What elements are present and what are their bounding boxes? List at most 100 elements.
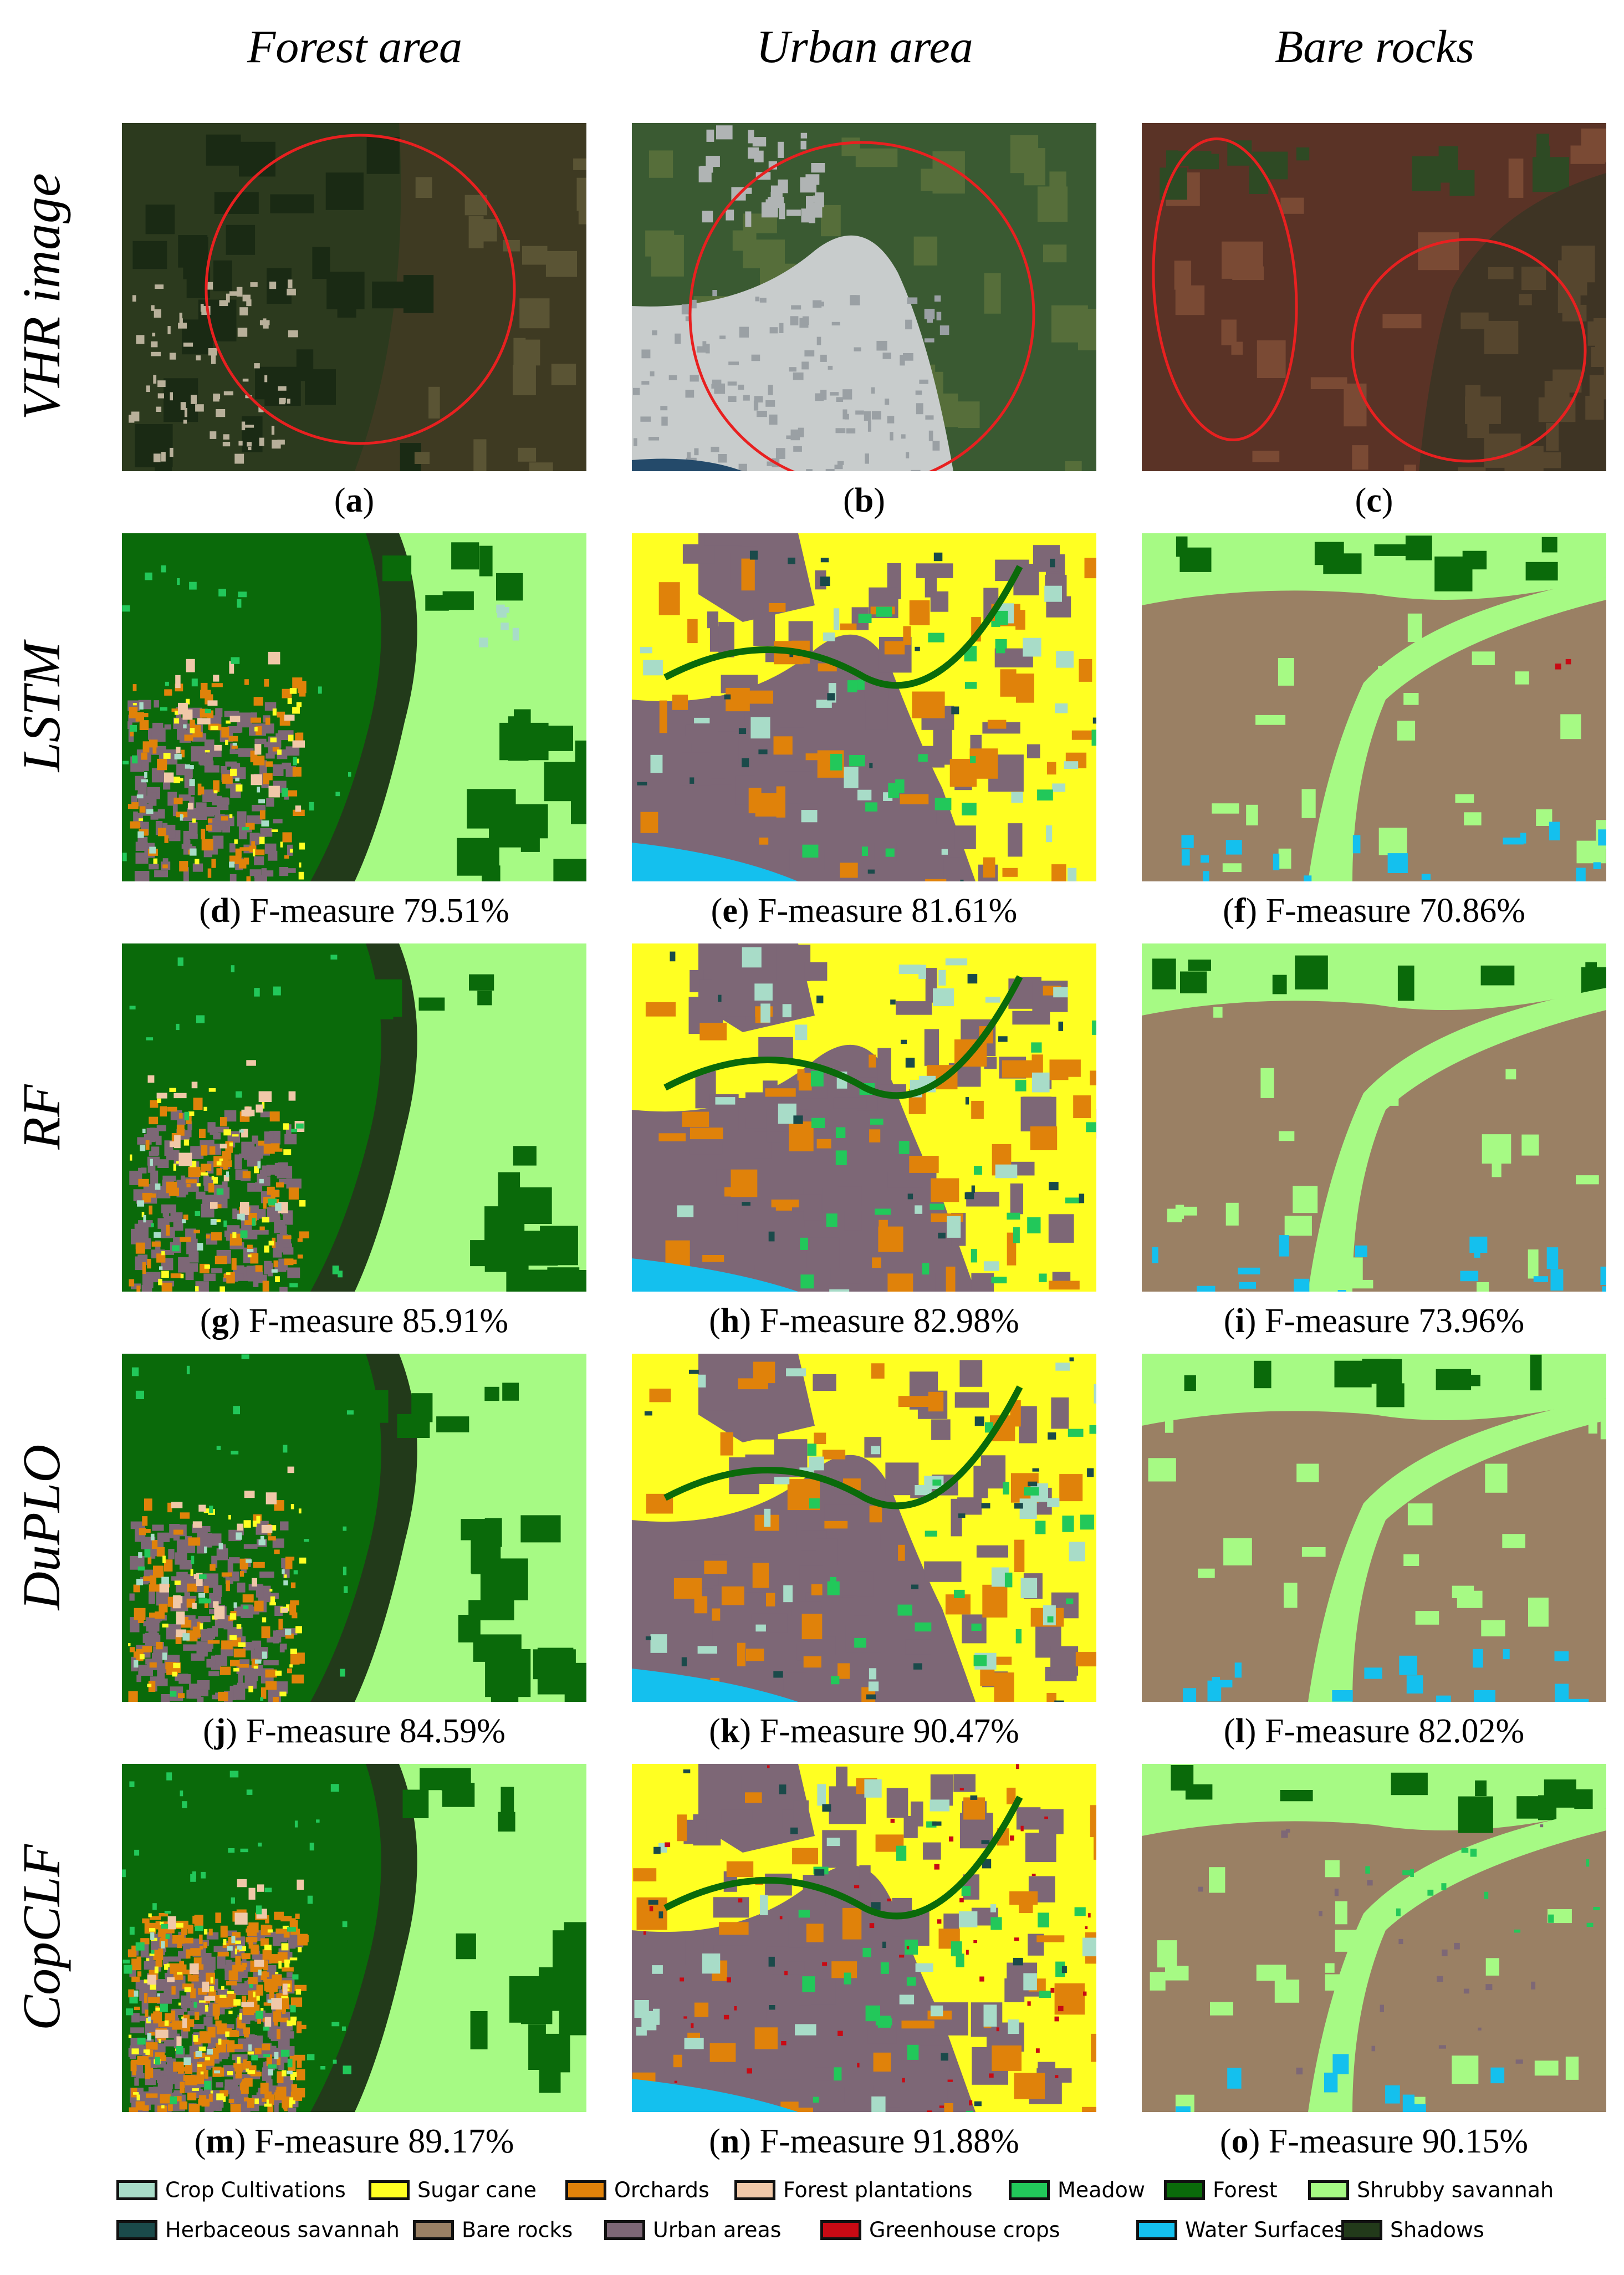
caption-letter: d	[210, 892, 230, 930]
caption-m: (m) F-measure 89.17%	[194, 2123, 514, 2160]
legend-label: Shadows	[1390, 2217, 1484, 2242]
legend-label: Water Surfaces	[1185, 2217, 1345, 2242]
legend-swatch	[1164, 2180, 1205, 2200]
classification-map-e	[632, 533, 1096, 881]
legend-swatch	[116, 2180, 157, 2200]
legend-label: Sugar cane	[417, 2177, 537, 2202]
classification-map-l	[1142, 1354, 1606, 1702]
legend-item-crop-cultivations: Crop Cultivations	[116, 2173, 346, 2204]
caption-letter: e	[722, 892, 738, 930]
legend-label: Crop Cultivations	[165, 2177, 346, 2202]
classification-map-j	[122, 1354, 586, 1702]
legend-swatch	[820, 2220, 861, 2240]
panel-n	[632, 1764, 1096, 2112]
caption-c: (c)	[1355, 482, 1393, 519]
caption-h: (h) F-measure 82.98%	[709, 1302, 1019, 1340]
legend-label: Urban areas	[653, 2217, 782, 2242]
legend-swatch	[1136, 2220, 1177, 2240]
caption-a: (a)	[334, 482, 375, 519]
legend-item-forest: Forest	[1164, 2173, 1278, 2204]
legend-item-shadows: Shadows	[1341, 2213, 1484, 2244]
legend-swatch	[1009, 2180, 1050, 2200]
legend-item-water-surfaces: Water Surfaces	[1136, 2213, 1345, 2244]
caption-letter: i	[1235, 1302, 1245, 1340]
caption-letter: h	[720, 1302, 740, 1340]
caption-f-measure: F-measure 79.51%	[241, 892, 509, 930]
caption-k: (k) F-measure 90.47%	[709, 1712, 1019, 1750]
caption-n: (n) F-measure 91.88%	[709, 2123, 1019, 2160]
panel-m	[122, 1764, 586, 2112]
column-header-forest: Forest area	[247, 21, 463, 73]
caption-f-measure: F-measure 91.88%	[750, 2123, 1019, 2160]
caption-f-measure: F-measure 82.02%	[1256, 1712, 1525, 1750]
legend-label: Shrubby savannah	[1357, 2177, 1554, 2202]
classification-map-k	[632, 1354, 1096, 1702]
caption-f-measure: F-measure 82.98%	[750, 1302, 1019, 1340]
classification-map-m	[122, 1764, 586, 2112]
legend-label: Herbaceous savannah	[165, 2217, 400, 2242]
legend-label: Meadow	[1058, 2177, 1145, 2202]
legend-label: Forest plantations	[783, 2177, 973, 2202]
caption-f-measure: F-measure 70.86%	[1257, 892, 1525, 930]
caption-letter: c	[1366, 482, 1382, 519]
caption-letter: o	[1231, 2123, 1249, 2160]
legend-item-bare-rocks: Bare rocks	[413, 2213, 573, 2244]
legend-swatch	[413, 2220, 454, 2240]
caption-f-measure: F-measure 85.91%	[240, 1302, 509, 1340]
legend-item-orchards: Orchards	[565, 2173, 709, 2204]
legend-item-herbaceous-savannah: Herbaceous savannah	[116, 2213, 400, 2244]
classification-map-h	[632, 943, 1096, 1292]
legend: Crop Cultivations Sugar cane Orchards Fores…	[116, 2173, 1613, 2267]
panel-b	[632, 123, 1096, 471]
caption-g: (g) F-measure 85.91%	[200, 1302, 509, 1340]
panel-j	[122, 1354, 586, 1702]
classification-map-o	[1142, 1764, 1606, 2112]
legend-item-meadow: Meadow	[1009, 2173, 1145, 2204]
legend-label: Bare rocks	[462, 2217, 573, 2242]
caption-f-measure: F-measure 89.17%	[246, 2123, 514, 2160]
legend-swatch	[734, 2180, 775, 2200]
classification-map-g	[122, 943, 586, 1292]
panel-h	[632, 943, 1096, 1292]
caption-f-measure: F-measure 73.96%	[1256, 1302, 1525, 1340]
caption-letter: g	[211, 1302, 229, 1340]
panel-l	[1142, 1354, 1606, 1702]
caption-letter: f	[1234, 892, 1246, 930]
classification-map-f	[1142, 533, 1606, 881]
vhr-image-b	[632, 123, 1096, 471]
classification-map-i	[1142, 943, 1606, 1292]
caption-letter: b	[854, 482, 874, 519]
row-header-copclf: CopCLF	[12, 1844, 71, 2031]
panel-e	[632, 533, 1096, 881]
panel-o	[1142, 1764, 1606, 2112]
panel-a	[122, 123, 586, 471]
legend-item-forest-plantations: Forest plantations	[734, 2173, 973, 2204]
caption-f-measure: F-measure 81.61%	[749, 892, 1018, 930]
legend-item-sugar-cane: Sugar cane	[369, 2173, 537, 2204]
row-header-rf: RF	[12, 1084, 71, 1150]
classification-map-n	[632, 1764, 1096, 2112]
legend-swatch	[565, 2180, 606, 2200]
caption-letter: l	[1235, 1712, 1245, 1750]
row-header-duplo: DuPLO	[12, 1444, 71, 1610]
caption-l: (l) F-measure 82.02%	[1223, 1712, 1525, 1750]
caption-j: (j) F-measure 84.59%	[203, 1712, 505, 1750]
legend-item-greenhouse-crops: Greenhouse crops	[820, 2213, 1060, 2244]
panel-c	[1142, 123, 1606, 471]
legend-swatch	[116, 2220, 157, 2240]
legend-label: Orchards	[614, 2177, 709, 2202]
vhr-image-a	[122, 123, 586, 471]
column-header-bare-rocks: Bare rocks	[1275, 21, 1474, 73]
legend-swatch	[1308, 2180, 1349, 2200]
caption-o: (o) F-measure 90.15%	[1219, 2123, 1529, 2160]
legend-item-shrubby-savannah: Shrubby savannah	[1308, 2173, 1554, 2204]
caption-letter: a	[345, 482, 363, 519]
caption-d: (d) F-measure 79.51%	[199, 892, 509, 930]
column-header-urban: Urban area	[756, 21, 973, 73]
panel-f	[1142, 533, 1606, 881]
caption-letter: k	[720, 1712, 740, 1750]
panel-i	[1142, 943, 1606, 1292]
legend-swatch	[369, 2180, 410, 2200]
panel-d	[122, 533, 586, 881]
